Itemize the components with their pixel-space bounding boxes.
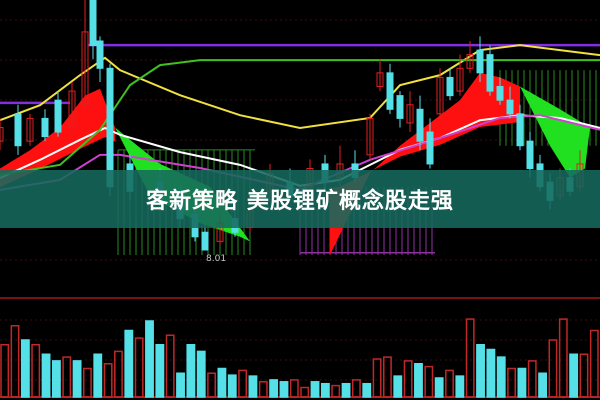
candle-body xyxy=(406,104,414,124)
candle-body xyxy=(446,76,454,97)
candle-body xyxy=(476,49,484,74)
volume-bar xyxy=(465,318,475,398)
volume-bar xyxy=(289,379,299,398)
candle-body xyxy=(516,113,524,147)
volume-bar xyxy=(300,386,310,398)
volume-bar xyxy=(424,365,434,398)
candle-body xyxy=(0,127,4,142)
volume-bar xyxy=(589,329,599,398)
volume-bar xyxy=(310,381,320,398)
volume-bar xyxy=(238,369,248,398)
volume-bar xyxy=(362,382,372,398)
volume-bar xyxy=(496,356,506,398)
volume-bar xyxy=(83,367,92,398)
volume-bar xyxy=(196,350,206,398)
volume-bar xyxy=(269,379,279,398)
volume-bar xyxy=(279,381,289,398)
volume-bar xyxy=(579,353,589,398)
volume-bar xyxy=(72,360,82,398)
candle-body xyxy=(201,231,209,251)
candle-body xyxy=(41,117,49,138)
candle-body xyxy=(426,131,434,165)
candle-body xyxy=(456,67,464,92)
volume-bar xyxy=(134,337,144,398)
volume-bar xyxy=(93,353,103,398)
volume-bar xyxy=(20,339,30,398)
volume-bar xyxy=(331,384,341,398)
volume-bar xyxy=(186,344,196,398)
volume-bar xyxy=(383,356,392,398)
candle-body xyxy=(68,90,76,129)
volume-bar xyxy=(0,344,10,398)
volume-bar xyxy=(517,367,527,398)
candle-body xyxy=(89,0,97,47)
candle-body xyxy=(386,72,394,110)
volume-bar xyxy=(351,379,361,398)
candle-body xyxy=(106,67,114,188)
candle-body xyxy=(81,31,89,106)
candle-body xyxy=(506,99,514,115)
volume-bar xyxy=(258,381,268,398)
volume-bar xyxy=(507,367,516,398)
candle-body xyxy=(26,117,34,142)
candle-body xyxy=(526,140,534,169)
headline-text: 客新策略 美股锂矿概念股走强 xyxy=(146,189,454,214)
volume-bar xyxy=(227,374,237,398)
candle-body xyxy=(436,76,444,115)
volume-bar xyxy=(476,344,485,398)
red-band xyxy=(330,72,520,256)
candle-body xyxy=(14,113,22,147)
volume-bar xyxy=(455,375,465,398)
volume-bar xyxy=(10,325,20,398)
volume-bar xyxy=(538,372,548,398)
candle-body xyxy=(486,54,494,92)
volume-bar xyxy=(165,334,175,398)
green-band xyxy=(520,86,590,178)
volume-bar xyxy=(124,329,134,398)
volume-bar xyxy=(558,318,568,398)
volume-bar xyxy=(62,356,72,398)
volume-bar xyxy=(434,377,444,398)
headline-banner: 客新策略 美股锂矿概念股走强 xyxy=(0,170,600,228)
candle-body xyxy=(396,95,404,119)
volume-bar xyxy=(51,360,61,398)
volume-bar xyxy=(114,350,123,398)
candle-body xyxy=(376,72,384,88)
moving-average-line xyxy=(0,59,600,176)
candle-body xyxy=(416,108,424,142)
volume-bar xyxy=(176,372,185,398)
volume-bar xyxy=(320,382,330,398)
red-band xyxy=(0,88,115,188)
volume-bar xyxy=(527,360,537,398)
volume-bar xyxy=(403,360,413,398)
volume-bar xyxy=(548,339,558,398)
volume-bar xyxy=(393,375,403,398)
candle-body xyxy=(466,54,474,69)
volume-bar xyxy=(569,353,579,398)
volume-bar xyxy=(414,363,423,398)
volume-bar xyxy=(103,363,113,398)
volume-bar xyxy=(207,372,216,398)
volume-bar xyxy=(372,358,382,398)
volume-bar xyxy=(248,375,258,398)
candle-body xyxy=(54,99,62,133)
low-price-annotation: 8.01 xyxy=(206,254,227,264)
volume-bar xyxy=(145,320,154,398)
volume-bar xyxy=(31,344,41,398)
volume-bar xyxy=(155,344,165,398)
candle-body xyxy=(496,86,504,101)
volume-bar xyxy=(217,367,227,398)
volume-bar xyxy=(445,369,454,398)
candle-body xyxy=(96,40,104,69)
volume-bar xyxy=(341,382,351,398)
volume-bar xyxy=(486,348,496,398)
volume-bar xyxy=(41,353,51,398)
candle-body xyxy=(366,117,374,156)
